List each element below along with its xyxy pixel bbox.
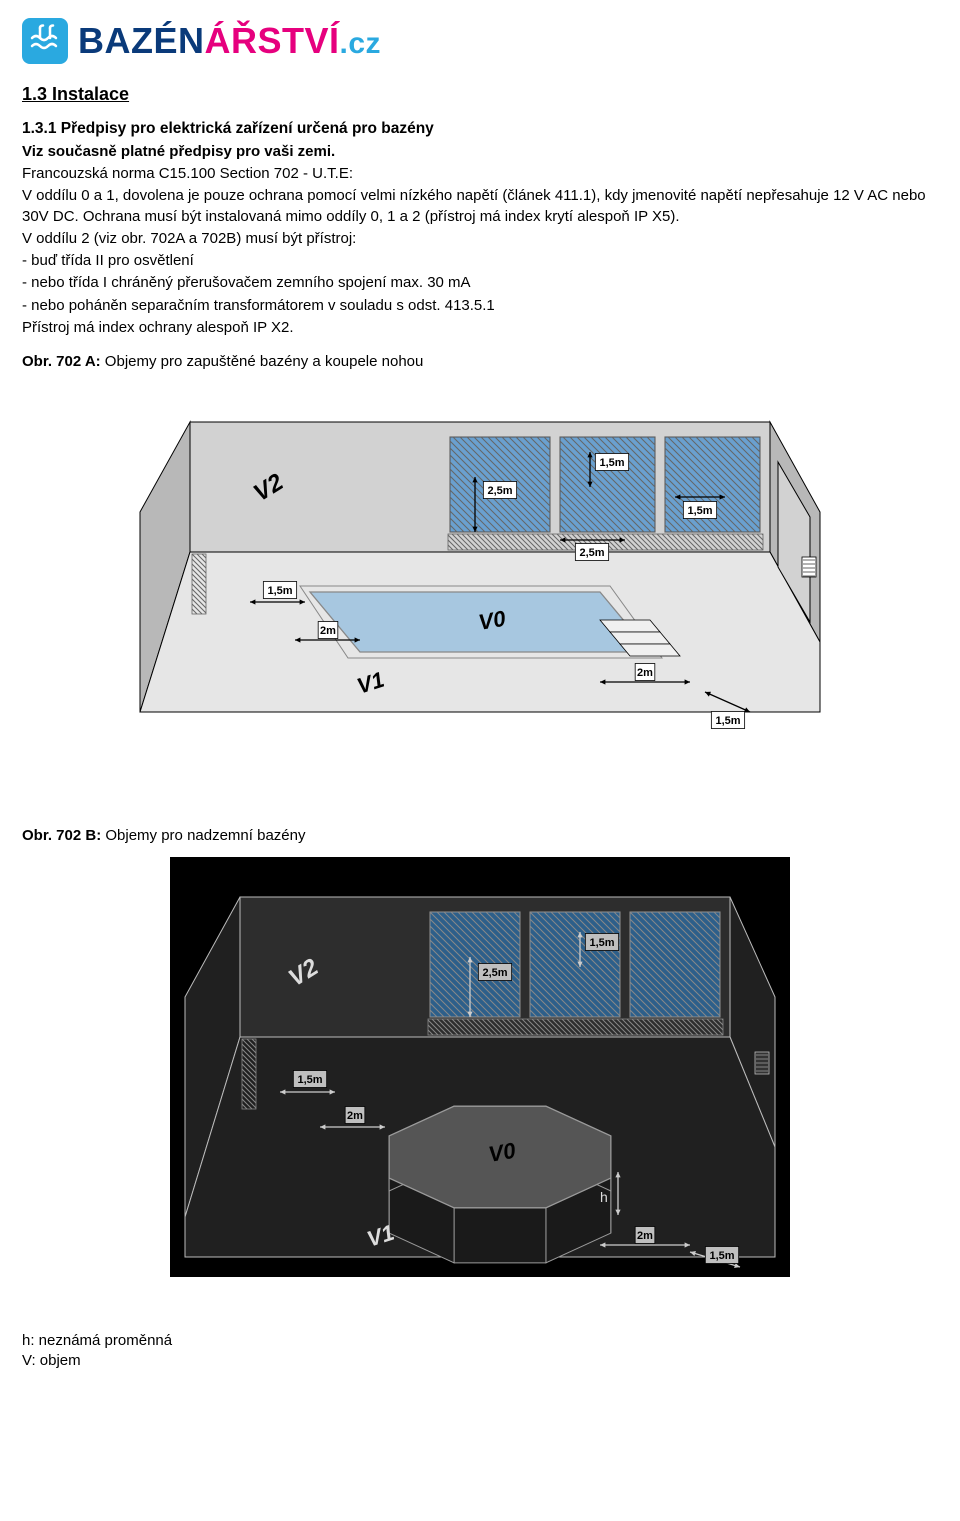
- svg-text:1,5m: 1,5m: [267, 585, 292, 597]
- svg-text:1,5m: 1,5m: [599, 457, 624, 469]
- paragraph-2-lead: V oddílu 2 (viz obr. 702A a 702B) musí b…: [22, 229, 938, 249]
- bullet-item: - buď třída II pro osvětlení: [22, 251, 938, 271]
- subsection-heading: 1.3.1 Předpisy pro elektrická zařízení u…: [22, 119, 938, 140]
- svg-text:1,5m: 1,5m: [715, 715, 740, 727]
- svg-text:2m: 2m: [637, 1230, 653, 1242]
- site-logo: BAZÉNÁŘSTVÍ.cz: [22, 18, 938, 64]
- norm-reference: Francouzská norma C15.100 Section 702 - …: [22, 164, 938, 184]
- figure-b-diagram: V2V0V1h2,5m1,5m1,5m2m2m1,5m: [22, 857, 938, 1281]
- bullet-item: - nebo třída I chráněný přerušovačem zem…: [22, 273, 938, 293]
- paragraph-3: Přístroj má index ochrany alespoň IP X2.: [22, 318, 938, 338]
- svg-text:V0: V0: [487, 1137, 519, 1166]
- svg-text:h: h: [600, 1189, 608, 1205]
- svg-text:2,5m: 2,5m: [482, 967, 507, 979]
- legend: h: neznámá proměnná V: objem: [22, 1331, 938, 1372]
- subsection-block: 1.3.1 Předpisy pro elektrická zařízení u…: [22, 119, 938, 338]
- logo-text: BAZÉNÁŘSTVÍ.cz: [78, 20, 381, 62]
- svg-text:1,5m: 1,5m: [297, 1074, 322, 1086]
- svg-text:2m: 2m: [320, 625, 336, 637]
- section-heading: 1.3 Instalace: [22, 84, 938, 105]
- bullet-item: - nebo poháněn separačním transformátore…: [22, 296, 938, 316]
- legend-v: V: objem: [22, 1351, 938, 1371]
- logo-icon: [22, 18, 68, 64]
- svg-text:2m: 2m: [347, 1110, 363, 1122]
- paragraph-1: V oddílu 0 a 1, dovolena je pouze ochran…: [22, 186, 938, 227]
- svg-text:1,5m: 1,5m: [709, 1250, 734, 1262]
- figure-b-caption: Obr. 702 B: Objemy pro nadzemní bazény: [22, 826, 938, 846]
- svg-text:V0: V0: [477, 606, 509, 635]
- svg-text:1,5m: 1,5m: [589, 937, 614, 949]
- figure-a-caption: Obr. 702 A: Objemy pro zapuštěné bazény …: [22, 352, 938, 372]
- svg-text:1,5m: 1,5m: [687, 505, 712, 517]
- svg-text:2,5m: 2,5m: [579, 547, 604, 559]
- legend-h: h: neznámá proměnná: [22, 1331, 938, 1351]
- subsection-note: Viz současně platné předpisy pro vaši ze…: [22, 142, 938, 162]
- svg-text:2m: 2m: [637, 667, 653, 679]
- svg-text:2,5m: 2,5m: [487, 485, 512, 497]
- figure-a-diagram: V2V0V12,5m1,5m1,5m2,5m1,5m2m2m1,5m: [22, 382, 938, 766]
